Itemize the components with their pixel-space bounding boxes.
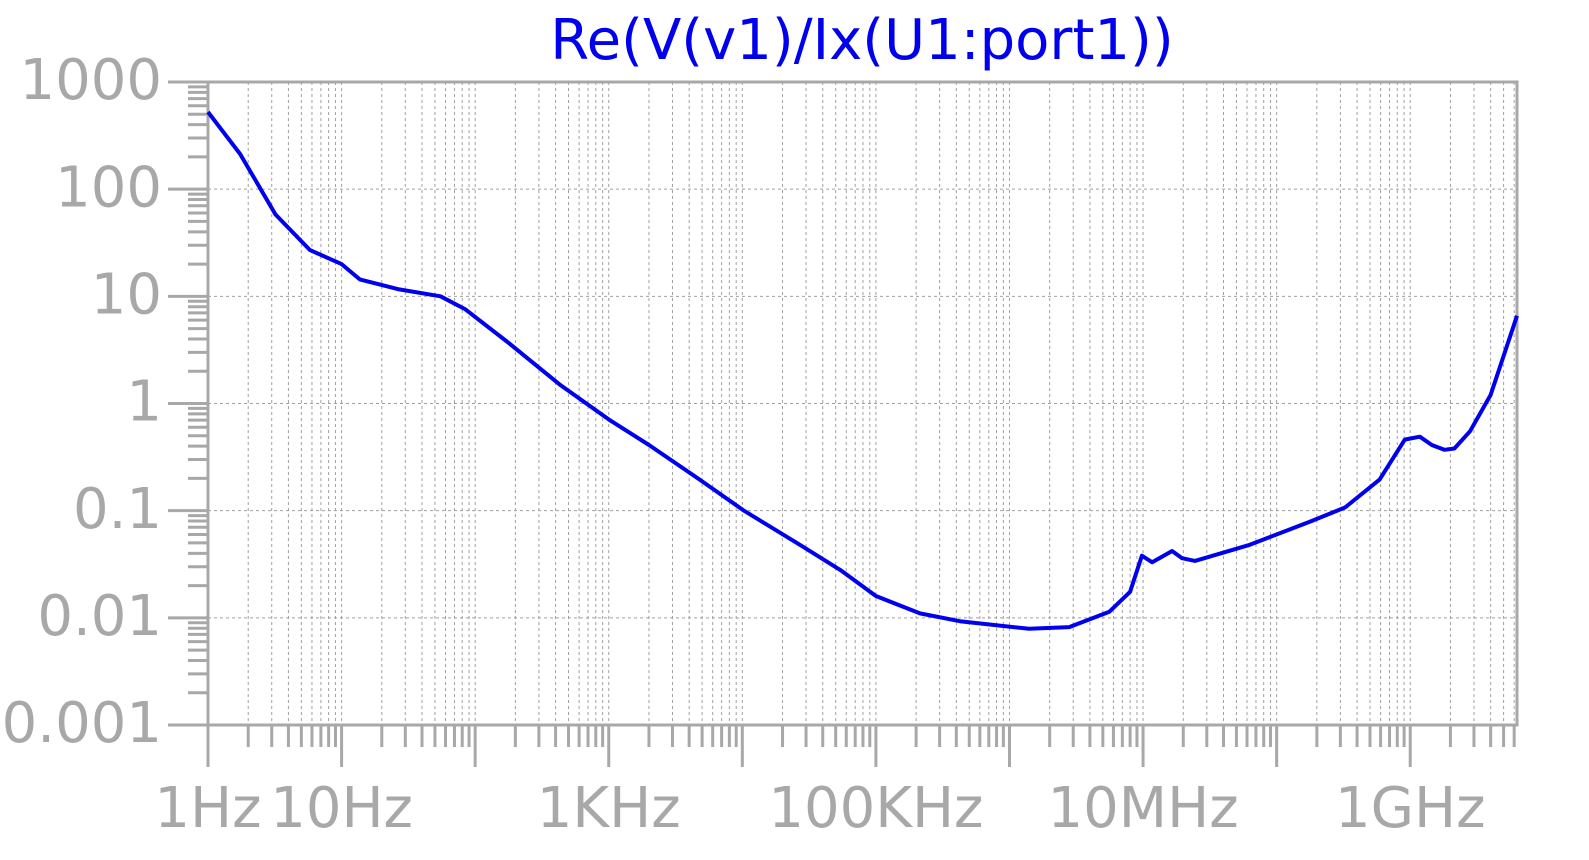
plot-frame [206,80,1519,727]
y-tick-label: 100 [55,155,162,220]
y-tick-label: 0.001 [2,691,162,756]
x-tick-label: 1KHz [537,776,681,841]
x-tick-label: 10MHz [1048,776,1239,841]
data-line [206,110,1519,631]
y-tick-label: 1000 [19,48,162,113]
y-tick-label: 10 [91,262,162,327]
y-tick-label: 0.1 [73,477,162,542]
x-tick-label: 1Hz [154,776,261,841]
y-tick-label: 0.01 [37,584,162,649]
y-tick-label: 1 [126,370,162,435]
x-tick-label: 1GHz [1335,776,1486,841]
chart-title: Re(V(v1)/Ix(U1:port1)) [550,8,1173,73]
x-tick-label: 100KHz [768,776,983,841]
x-tick-label: 10Hz [270,776,413,841]
